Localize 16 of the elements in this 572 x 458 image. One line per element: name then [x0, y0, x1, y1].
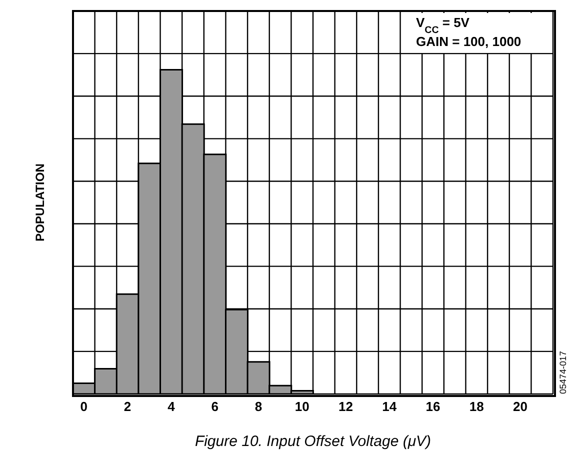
text: 05474-017	[558, 350, 568, 394]
x-axis-title: Figure 10. Input Offset Voltage (μV)	[194, 433, 432, 450]
x-tick-label: 20	[513, 399, 528, 414]
x-tick-label: 6	[211, 399, 218, 414]
x-tick-label: 14	[382, 399, 398, 414]
x-tick-label: 0	[80, 399, 88, 414]
text: V$_{CC}$ = 5V	[416, 15, 470, 36]
x-tick-label: 12	[338, 399, 353, 414]
x-tick-label: 4	[168, 399, 176, 414]
y-axis-title: POPULATION	[33, 164, 47, 242]
x-tick-label: 16	[426, 399, 440, 414]
x-tick-label: 18	[469, 399, 484, 414]
x-tick-label: 10	[294, 399, 310, 414]
x-tick-label: 8	[254, 399, 262, 414]
text: GAIN = 100, 1000	[416, 34, 522, 49]
x-tick-label: 2	[124, 399, 132, 414]
